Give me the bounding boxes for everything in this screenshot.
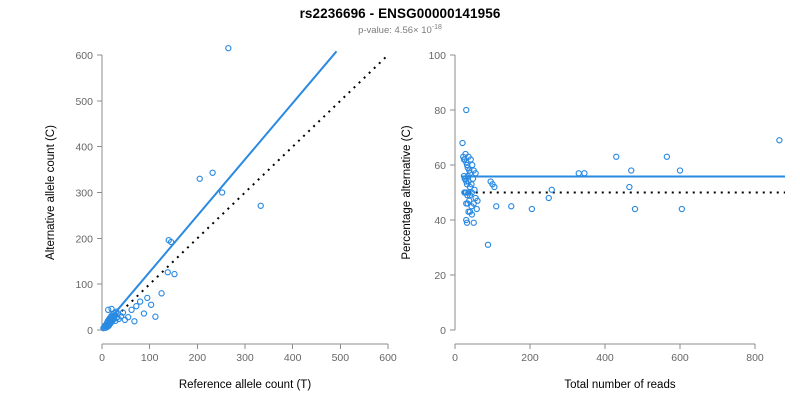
data-point (484, 241, 492, 248)
data-point (136, 298, 144, 305)
data-point (147, 301, 155, 308)
data-point (218, 189, 226, 196)
data-point (108, 305, 115, 313)
data-point (466, 197, 473, 204)
data-point (463, 106, 470, 114)
data-point (105, 306, 112, 314)
data-point (491, 183, 498, 191)
data-point (133, 302, 140, 310)
data-point (776, 137, 783, 144)
y-axis-tick-label: 60 (434, 160, 446, 172)
data-point (628, 167, 635, 174)
y-axis-tick-label: 100 (428, 50, 446, 62)
plot-subtitle: p-value: 4.56× 10-18 (0, 21, 800, 36)
y-axis-tick-label: 0 (87, 325, 93, 337)
left-panel: 0 100 200 300 400 500 600 0 100 200 300 400 500 600 Re… (45, 44, 397, 391)
y-axis-tick-label: 0 (440, 325, 446, 337)
y-axis-tick-label: 300 (75, 188, 93, 200)
data-point (676, 167, 684, 174)
y-axis-tick-label: 80 (434, 105, 446, 117)
data-point (473, 205, 480, 213)
data-point (626, 183, 633, 191)
data-point (469, 161, 476, 169)
plot-subtitle-exponent: -18 (431, 24, 442, 31)
x-axis-tick-label: 500 (332, 352, 350, 364)
data-point (463, 219, 471, 226)
fit-line (103, 50, 338, 327)
data-point (131, 318, 138, 325)
data-point (468, 181, 475, 188)
data-point (167, 238, 175, 246)
x-axis-tick-label: 100 (141, 352, 159, 364)
y-axis-tick-label: 20 (434, 270, 446, 282)
x-axis-tick-label: 0 (452, 352, 458, 364)
data-point (463, 159, 470, 166)
data-point (466, 167, 473, 174)
x-axis-tick-label: 600 (379, 352, 397, 364)
page-title: rs2236696 - ENSG00000141956 (299, 6, 501, 21)
y-axis-tick-label: 600 (75, 50, 93, 62)
x-axis-tick-label: 300 (236, 352, 254, 364)
data-point (467, 156, 474, 163)
data-point (128, 306, 135, 314)
data-point (631, 205, 639, 213)
data-point (119, 309, 127, 316)
x-axis-tick-label: 400 (596, 352, 614, 364)
data-point (463, 178, 470, 185)
data-point (158, 290, 165, 297)
data-point (470, 200, 477, 207)
data-point (140, 310, 148, 317)
y-axis-tick-label: 500 (75, 96, 93, 108)
data-point (257, 202, 264, 209)
data-point (613, 153, 620, 160)
y-axis-tick-label: 200 (75, 233, 93, 245)
data-point (196, 175, 203, 182)
data-point (125, 313, 132, 321)
x-axis-title: Reference allele count (T) (179, 379, 311, 391)
data-point (459, 139, 466, 147)
plot-subtitle-text: p-value: 4.56× 10 (358, 25, 432, 37)
data-point (493, 203, 500, 210)
x-axis-tick-label: 400 (284, 352, 302, 364)
data-point (472, 170, 479, 177)
data-point (144, 294, 151, 302)
data-point (463, 216, 470, 224)
data-point (545, 194, 552, 202)
data-point (171, 270, 178, 278)
data-point (225, 44, 232, 52)
y-axis-title: Percentage alternative (C) (401, 125, 413, 259)
y-axis-tick-label: 400 (75, 142, 93, 154)
data-point (152, 313, 159, 320)
data-point (581, 170, 588, 177)
right-panel: 0 20 40 60 80 100 0 200 400 600 800 Total number of… (401, 50, 785, 391)
x-axis-tick-label: 200 (521, 352, 539, 364)
title-block: rs2236696 - ENSG00000141956 p-value: 4.5… (0, 0, 800, 36)
data-point (663, 153, 671, 160)
x-axis-tick-label: 800 (746, 352, 764, 364)
data-point (575, 170, 582, 177)
y-axis-title: Alternative allele count (C) (45, 125, 57, 260)
x-axis-tick-label: 600 (671, 352, 689, 364)
data-point (209, 169, 216, 176)
x-axis-title: Total number of reads (564, 379, 675, 391)
data-point (468, 189, 476, 196)
reference-line (110, 54, 389, 322)
data-point (470, 219, 477, 226)
y-axis-tick-label: 40 (434, 215, 446, 227)
x-axis-tick-label: 0 (99, 352, 105, 364)
y-axis-tick-label: 100 (75, 279, 93, 291)
data-point (112, 317, 119, 325)
data-point (548, 186, 555, 193)
data-point (468, 211, 476, 218)
data-point (508, 203, 515, 210)
x-axis-tick-label: 200 (189, 352, 207, 364)
data-point (678, 205, 686, 213)
data-point (528, 205, 536, 213)
data-point (164, 269, 171, 276)
data-point (469, 175, 477, 182)
